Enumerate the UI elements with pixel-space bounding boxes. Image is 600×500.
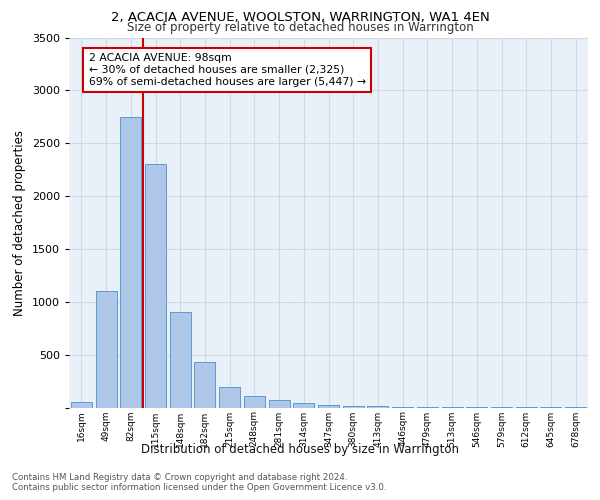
Bar [120, 117, 141, 408]
Text: 2 ACACIA AVENUE: 98sqm
← 30% of detached houses are smaller (2,325)
69% of semi-: 2 ACACIA AVENUE: 98sqm ← 30% of detached… [89, 54, 366, 86]
Bar [244, 396, 265, 407]
Text: Distribution of detached houses by size in Warrington: Distribution of detached houses by size … [141, 442, 459, 456]
Bar [392, 407, 413, 408]
Bar [293, 402, 314, 407]
Y-axis label: Number of detached properties: Number of detached properties [13, 130, 26, 316]
Bar [219, 388, 240, 407]
Bar [367, 406, 388, 408]
Bar [145, 164, 166, 408]
Bar [194, 362, 215, 408]
Text: 2, ACACIA AVENUE, WOOLSTON, WARRINGTON, WA1 4EN: 2, ACACIA AVENUE, WOOLSTON, WARRINGTON, … [110, 11, 490, 24]
Bar [417, 407, 438, 408]
Bar [170, 312, 191, 408]
Bar [318, 405, 339, 407]
Bar [343, 406, 364, 407]
Bar [95, 291, 116, 408]
Text: Contains public sector information licensed under the Open Government Licence v3: Contains public sector information licen… [12, 484, 386, 492]
Bar [71, 402, 92, 407]
Text: Contains HM Land Registry data © Crown copyright and database right 2024.: Contains HM Land Registry data © Crown c… [12, 472, 347, 482]
Bar [269, 400, 290, 407]
Text: Size of property relative to detached houses in Warrington: Size of property relative to detached ho… [127, 21, 473, 34]
